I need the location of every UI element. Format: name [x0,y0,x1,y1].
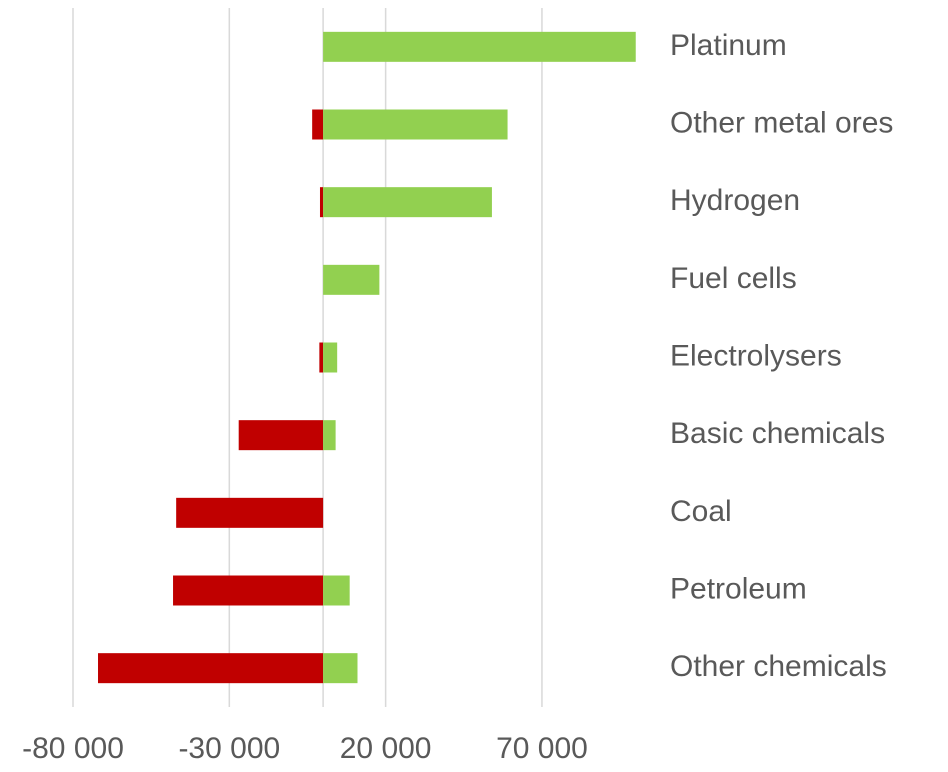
bar [176,497,324,528]
category-label: Other metal ores [670,106,893,139]
category-label: Petroleum [670,572,807,605]
category-label: Fuel cells [670,262,797,295]
bar [323,264,380,295]
bar [323,31,636,62]
bar [173,575,324,606]
bar [323,187,492,218]
bar [312,109,324,140]
x-tick-label: 20 000 [340,732,432,765]
category-label: Hydrogen [670,184,800,217]
bar [319,342,324,373]
bar [238,420,324,451]
category-label: Electrolysers [670,339,842,372]
category-label: Coal [670,495,732,528]
bar [323,575,350,606]
bar [323,420,336,451]
x-tick-label: 70 000 [496,732,588,765]
bar [323,342,338,373]
x-tick-label: -30 000 [178,732,280,765]
x-tick-label: -80 000 [22,732,124,765]
bar [323,653,358,684]
category-label: Other chemicals [670,650,887,683]
category-label: Basic chemicals [670,417,885,450]
bar [319,187,324,218]
bar [323,109,508,140]
category-label: Platinum [670,29,787,62]
bar [98,653,324,684]
